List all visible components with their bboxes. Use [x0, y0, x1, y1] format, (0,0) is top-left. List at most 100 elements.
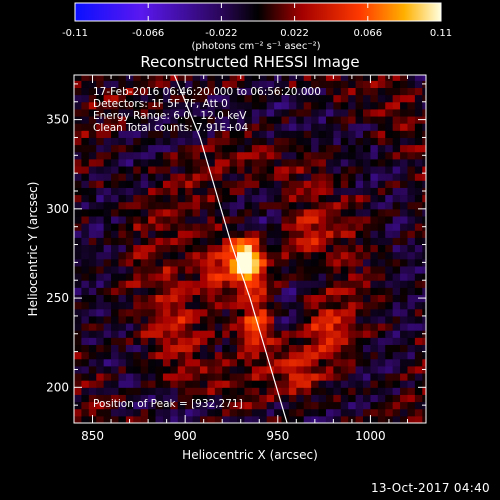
- heatmap-cell: [155, 294, 164, 303]
- heatmap-cell: [370, 116, 379, 124]
- heatmap-cell: [333, 337, 342, 345]
- heatmap-cell: [192, 108, 201, 117]
- heatmap-cell: [288, 123, 297, 131]
- heatmap-cell: [222, 301, 231, 310]
- heatmap-cell: [118, 187, 127, 196]
- heatmap-cell: [177, 187, 186, 196]
- heatmap-cell: [318, 344, 327, 353]
- heatmap-cell: [363, 287, 371, 296]
- heatmap-cell: [318, 373, 327, 381]
- heatmap-cell: [192, 123, 201, 131]
- heatmap-cell: [148, 380, 157, 388]
- heatmap-cell: [140, 223, 149, 231]
- heatmap-cell: [199, 87, 208, 96]
- heatmap-cell: [363, 265, 371, 274]
- heatmap-cell: [400, 294, 408, 303]
- heatmap-cell: [207, 201, 216, 210]
- heatmap-cell: [199, 166, 208, 174]
- heatmap-cell: [229, 130, 238, 138]
- heatmap-cell: [74, 87, 82, 96]
- heatmap-cell: [333, 351, 342, 360]
- heatmap-cell: [259, 301, 268, 310]
- heatmap-cell: [340, 337, 349, 345]
- heatmap-cell: [392, 87, 401, 96]
- heatmap-cell: [74, 230, 82, 238]
- heatmap-cell: [88, 151, 97, 160]
- heatmap-cell: [266, 387, 275, 395]
- heatmap-cell: [318, 387, 327, 395]
- heatmap-cell: [355, 273, 364, 281]
- heatmap-cell: [244, 330, 253, 338]
- heatmap-cell: [281, 223, 290, 231]
- heatmap-cell: [162, 94, 171, 103]
- heatmap-cell: [192, 373, 201, 381]
- heatmap-cell: [133, 330, 142, 338]
- heatmap-cell: [96, 415, 105, 423]
- heatmap-cell: [229, 187, 238, 196]
- heatmap-cell: [118, 330, 127, 338]
- heatmap-cell: [377, 230, 386, 238]
- heatmap-cell: [125, 365, 134, 374]
- heatmap-cell: [414, 373, 423, 381]
- heatmap-cell: [251, 87, 260, 96]
- heatmap-cell: [177, 351, 186, 360]
- heatmap-cell: [303, 251, 312, 260]
- heatmap-cell: [311, 237, 320, 246]
- heatmap-cell: [229, 180, 238, 188]
- heatmap-cell: [363, 337, 371, 345]
- heatmap-cell: [266, 251, 275, 260]
- heatmap-cell: [296, 373, 305, 381]
- heatmap-cell: [118, 294, 127, 303]
- heatmap-cell: [266, 173, 275, 181]
- heatmap-cell: [140, 80, 149, 88]
- heatmap-cell: [199, 294, 208, 303]
- heatmap-cell: [355, 166, 364, 174]
- heatmap-cell: [266, 201, 275, 210]
- heatmap-cell: [88, 337, 97, 345]
- heatmap-cell: [155, 208, 164, 217]
- heatmap-cell: [251, 394, 260, 403]
- heatmap-cell: [133, 108, 142, 117]
- heatmap-cell: [266, 308, 275, 317]
- heatmap-cell: [333, 287, 342, 296]
- heatmap-cell: [340, 87, 349, 96]
- heatmap-cell: [177, 280, 186, 288]
- heatmap-cell: [281, 323, 290, 331]
- heatmap-cell: [333, 415, 342, 423]
- heatmap-cell: [111, 187, 119, 196]
- heatmap-cell: [355, 101, 364, 110]
- heatmap-cell: [103, 373, 112, 381]
- heatmap-cell: [162, 208, 171, 217]
- heatmap-cell: [96, 158, 105, 167]
- heatmap-cell: [237, 187, 245, 196]
- heatmap-cell: [222, 187, 231, 196]
- heatmap-cell: [422, 251, 426, 260]
- heatmap-cell: [88, 173, 97, 181]
- heatmap-cell: [229, 315, 238, 324]
- heatmap-cell: [311, 130, 320, 138]
- heatmap-cell: [170, 94, 179, 103]
- heatmap-cell: [363, 116, 371, 124]
- heatmap-cell: [370, 351, 379, 360]
- heatmap-cell: [377, 280, 386, 288]
- heatmap-cell: [162, 180, 171, 188]
- heatmap-cell: [133, 187, 142, 196]
- heatmap-cell: [237, 80, 245, 88]
- heatmap-cell: [222, 80, 231, 88]
- heatmap-cell: [259, 244, 268, 253]
- heatmap-cell: [88, 308, 97, 317]
- heatmap-cell: [74, 101, 82, 110]
- heatmap-cell: [311, 166, 320, 174]
- heatmap-cell: [259, 237, 268, 246]
- heatmap-cell: [407, 166, 416, 174]
- heatmap-cell: [333, 137, 342, 146]
- heatmap-cell: [103, 180, 112, 188]
- heatmap-cell: [229, 215, 238, 224]
- heatmap-cell: [74, 337, 82, 345]
- heatmap-cell: [140, 265, 149, 274]
- heatmap-cell: [222, 373, 231, 381]
- heatmap-cell: [363, 158, 371, 167]
- heatmap-cell: [103, 380, 112, 388]
- heatmap-cell: [170, 158, 179, 167]
- heatmap-cell: [185, 373, 194, 381]
